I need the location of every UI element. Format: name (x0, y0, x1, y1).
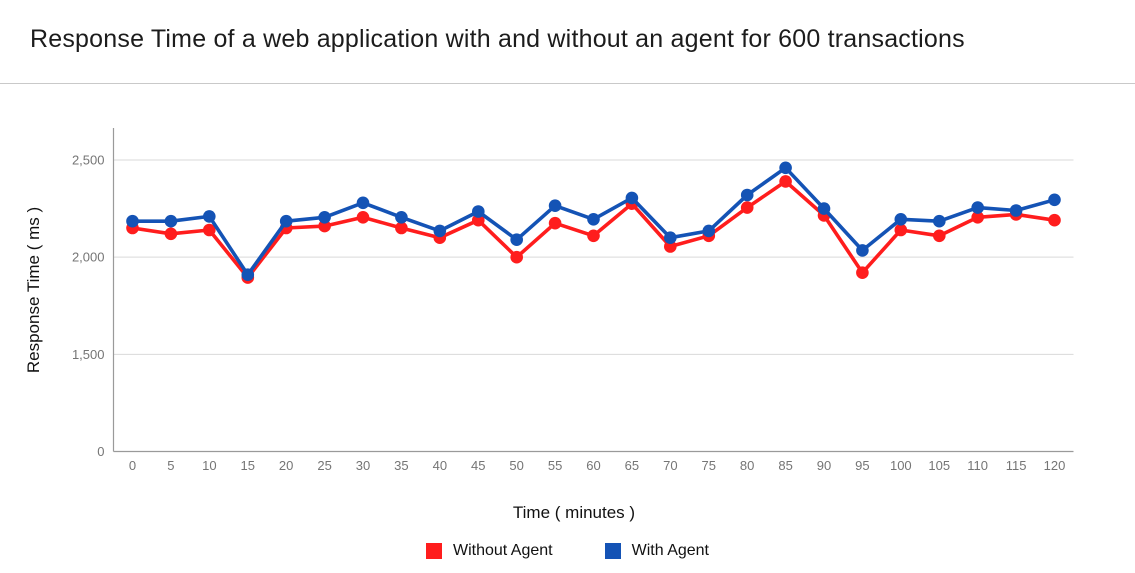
y-tick-label: 1,500 (72, 347, 105, 362)
data-point-marker[interactable] (203, 210, 216, 223)
data-point-marker[interactable] (510, 233, 523, 246)
data-point-marker[interactable] (1048, 213, 1061, 227)
data-point-marker[interactable] (548, 199, 562, 212)
data-point-marker[interactable] (625, 191, 639, 205)
data-point-marker[interactable] (1048, 193, 1061, 207)
data-point-marker[interactable] (971, 211, 984, 224)
data-point-marker[interactable] (664, 231, 677, 244)
y-tick-label: 2,000 (72, 250, 105, 265)
x-tick-label: 60 (586, 458, 600, 473)
data-point-marker[interactable] (933, 229, 946, 243)
data-point-marker[interactable] (664, 240, 677, 253)
data-point-marker[interactable] (472, 205, 485, 218)
legend-label-without-agent: Without Agent (453, 542, 553, 559)
x-tick-label: 10 (202, 458, 216, 473)
data-point-marker[interactable] (894, 223, 908, 237)
x-tick-label: 30 (356, 458, 370, 473)
x-tick-label: 15 (241, 458, 255, 473)
chart-legend: Without Agent With Agent (0, 542, 1135, 560)
data-point-marker[interactable] (203, 223, 216, 237)
data-point-marker[interactable] (740, 188, 754, 202)
data-point-marker[interactable] (548, 216, 562, 230)
x-tick-label: 110 (967, 458, 988, 473)
data-point-marker[interactable] (318, 219, 331, 233)
x-tick-label: 85 (778, 458, 792, 473)
x-tick-label: 65 (625, 458, 639, 473)
data-point-marker[interactable] (126, 214, 139, 228)
data-point-marker[interactable] (587, 229, 600, 243)
x-tick-label: 5 (167, 458, 174, 473)
data-point-marker[interactable] (279, 214, 293, 228)
data-point-marker[interactable] (395, 221, 408, 235)
data-point-marker[interactable] (779, 175, 792, 188)
legend-item-with-agent[interactable]: With Agent (604, 542, 709, 560)
x-tick-label: 80 (740, 458, 754, 473)
data-point-marker[interactable] (318, 211, 331, 224)
title-divider (0, 83, 1135, 84)
x-tick-label: 115 (1006, 458, 1027, 473)
x-tick-label: 20 (279, 458, 293, 473)
data-point-marker[interactable] (510, 250, 523, 264)
data-point-marker[interactable] (856, 266, 869, 280)
data-point-marker[interactable] (395, 211, 408, 224)
data-point-marker[interactable] (241, 268, 255, 282)
legend-swatch-without-agent (426, 543, 442, 559)
x-tick-label: 35 (394, 458, 408, 473)
data-point-marker[interactable] (472, 213, 485, 227)
x-tick-label: 70 (663, 458, 677, 473)
data-point-marker[interactable] (433, 224, 447, 238)
y-tick-label: 2,500 (72, 153, 105, 168)
data-point-marker[interactable] (356, 211, 370, 224)
legend-item-without-agent[interactable]: Without Agent (426, 542, 553, 560)
data-point-marker[interactable] (587, 213, 600, 226)
x-tick-label: 0 (129, 458, 136, 473)
x-tick-label: 55 (548, 458, 562, 473)
data-point-marker[interactable] (817, 202, 831, 215)
y-axis-title: Response Time ( ms ) (24, 206, 43, 374)
data-point-marker[interactable] (702, 224, 716, 238)
x-tick-label: 40 (433, 458, 447, 473)
data-point-marker[interactable] (933, 214, 946, 228)
data-point-marker[interactable] (779, 161, 792, 175)
data-point-marker[interactable] (164, 214, 178, 228)
x-tick-label: 100 (890, 458, 912, 473)
x-tick-label: 50 (509, 458, 523, 473)
data-point-marker[interactable] (1009, 204, 1023, 217)
series-line-without-agent (130, 179, 1057, 280)
data-point-marker[interactable] (894, 213, 908, 226)
legend-label-with-agent: With Agent (631, 542, 709, 559)
x-tick-label: 45 (471, 458, 485, 473)
x-tick-label: 25 (317, 458, 331, 473)
x-axis-title: Time ( minutes ) (512, 503, 636, 522)
x-tick-label: 75 (702, 458, 716, 473)
data-point-marker[interactable] (164, 227, 178, 241)
data-point-marker[interactable] (356, 196, 370, 210)
page-title: Response Time of a web application with … (30, 25, 965, 53)
data-point-marker[interactable] (971, 201, 984, 214)
data-point-marker[interactable] (856, 244, 869, 257)
x-tick-label: 90 (817, 458, 831, 473)
legend-swatch-with-agent (604, 543, 621, 559)
data-point-marker[interactable] (740, 201, 754, 214)
x-tick-label: 120 (1044, 458, 1066, 473)
x-tick-label: 95 (855, 458, 869, 473)
x-tick-label: 105 (928, 458, 950, 473)
y-tick-label: 0 (97, 444, 104, 459)
